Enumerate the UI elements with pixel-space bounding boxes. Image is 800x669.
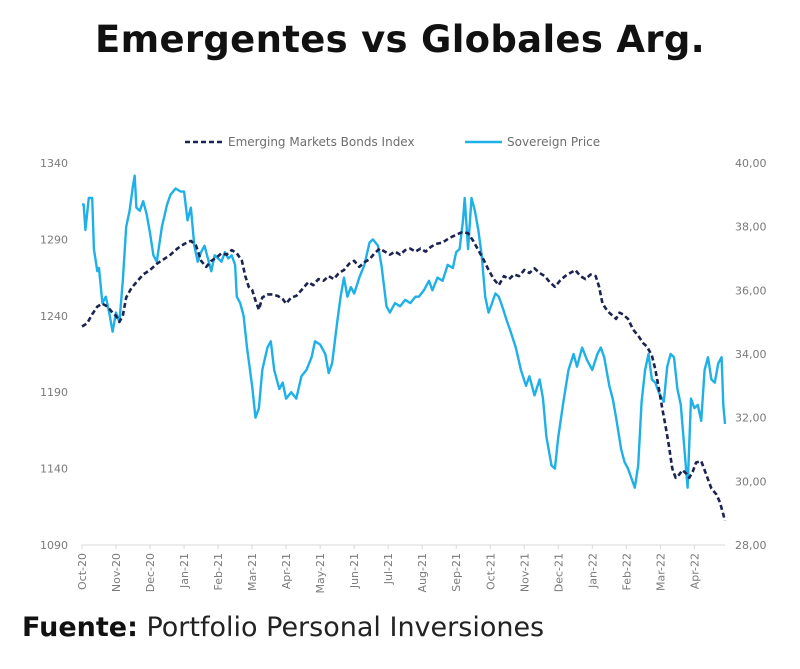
x-tick-label: Jan-22 [586, 553, 599, 589]
x-tick-label: Dec-20 [144, 553, 157, 592]
y-right-tick-label: 36,00 [735, 284, 767, 297]
x-tick-label: Feb-22 [620, 553, 633, 590]
x-tick-label: Mar-21 [246, 553, 259, 591]
x-tick-label: Jan-21 [178, 553, 191, 589]
x-tick-label: Feb-21 [212, 553, 225, 590]
x-tick-label: Nov-20 [110, 553, 123, 592]
chart-title: Emergentes vs Globales Arg. [95, 18, 705, 61]
series-line-sovereign-price [82, 174, 727, 489]
y-right-tick-label: 34,00 [735, 348, 767, 361]
x-tick-label: Sep-21 [450, 553, 463, 592]
legend-label-emerging: Emerging Markets Bonds Index [228, 135, 415, 149]
y-left-tick-label: 1240 [40, 310, 68, 323]
x-tick-label: Jun-21 [348, 553, 361, 589]
x-tick-label: Apr-22 [688, 553, 701, 589]
y-right-tick-label: 40,00 [735, 157, 767, 170]
source-name: Portfolio Personal Inversiones [146, 612, 545, 643]
y-left-tick-label: 1190 [40, 386, 68, 399]
y-left-tick-label: 1140 [40, 463, 68, 476]
x-tick-label: Apr-21 [280, 553, 293, 589]
source-footer: Fuente: Portfolio Personal Inversiones [22, 612, 544, 643]
x-tick-label: Aug-21 [416, 553, 429, 592]
y-left-tick-label: 1290 [40, 233, 68, 246]
y-left-tick-label: 1090 [40, 539, 68, 552]
y-right-tick-label: 32,00 [735, 412, 767, 425]
series-line-emerging-markets-bonds-index [81, 230, 727, 521]
legend-label-sovereign: Sovereign Price [507, 135, 600, 149]
legend: Emerging Markets Bonds Index Sovereign P… [185, 135, 600, 149]
x-tick-label: Jul-21 [382, 553, 395, 585]
x-tick-label: Mar-22 [654, 553, 667, 591]
y-right-tick-label: 30,00 [735, 475, 767, 488]
source-label: Fuente: [22, 612, 138, 643]
y-left-tick-label: 1340 [40, 157, 68, 170]
x-tick-label: Oct-20 [76, 553, 89, 590]
x-tick-label: May-21 [314, 553, 327, 594]
y-right-tick-label: 38,00 [735, 221, 767, 234]
x-tick-label: Oct-21 [484, 553, 497, 590]
y-right-tick-label: 28,00 [735, 539, 767, 552]
x-tick-label: Dec-21 [552, 553, 565, 592]
x-tick-label: Nov-21 [518, 553, 531, 592]
